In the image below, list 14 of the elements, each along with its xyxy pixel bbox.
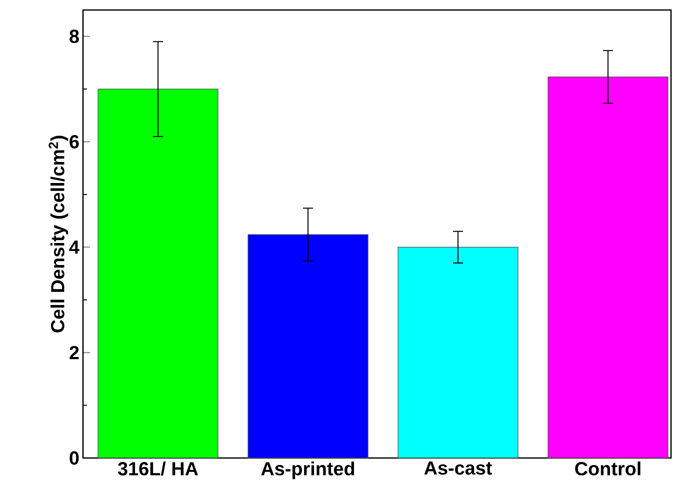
bar — [98, 88, 218, 458]
x-tick-label: As-cast — [424, 462, 492, 475]
bar — [248, 234, 368, 458]
bar — [548, 76, 668, 458]
y-tick-label: 2 — [70, 346, 79, 360]
x-tick-label: 316L/ HA — [118, 462, 198, 476]
x-tick-label: Control — [575, 462, 640, 476]
y-axis-title: Cell Density (cell/cm$^{2}$) — [48, 136, 68, 332]
y-tick-label: 6 — [70, 135, 79, 148]
y-tick-label: 8 — [70, 30, 79, 44]
y-tick-label: 0 — [70, 451, 79, 465]
y-tick-label: 4 — [69, 240, 80, 254]
x-tick-label: As-printed — [261, 462, 354, 480]
bar — [398, 246, 518, 458]
